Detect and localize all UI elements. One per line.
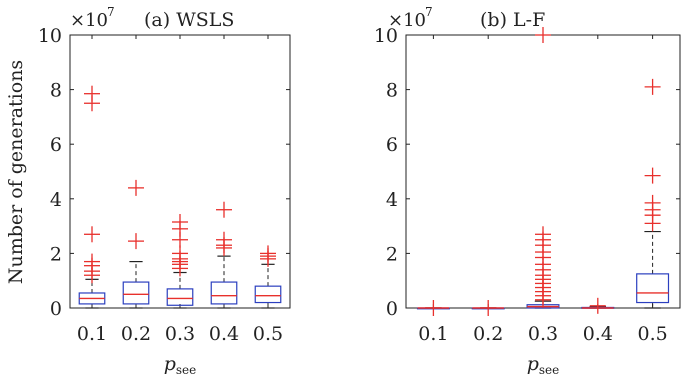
outlier-marker: [480, 300, 497, 316]
y-tick-label: 2: [50, 243, 62, 265]
outlier-marker: [644, 194, 661, 211]
y-axis-label: Number of generations: [5, 60, 27, 284]
y-tick-label: 8: [50, 80, 62, 102]
outlier-marker: [84, 226, 100, 243]
chart-title: (b) L-F: [480, 9, 545, 31]
y-tick-label: 6: [386, 134, 398, 156]
x-axis-label-main: p: [164, 353, 176, 375]
panel-lf: ×10 7 (b) L-F 0 2 4 6 8 10 0.1 0.2 0.3 0.4 0.5 pse…: [374, 5, 681, 377]
outlier-marker: [644, 167, 661, 184]
outlier-marker: [535, 226, 551, 243]
x-axis-label: psee: [164, 353, 197, 377]
outlier-marker: [425, 300, 442, 316]
outlier-marker: [172, 214, 188, 231]
outlier-marker: [216, 231, 232, 248]
box-0.4: [210, 201, 238, 309]
box-0.5: [254, 245, 282, 309]
outlier-marker: [172, 245, 188, 262]
y-tick-label: 10: [374, 25, 398, 47]
box-body: [166, 288, 194, 306]
outlier-marker: [128, 233, 144, 250]
x-axis-label-sub: see: [539, 363, 559, 377]
box-0.4: [581, 297, 615, 314]
y-tick-label: 0: [386, 298, 398, 320]
y-tick-label: 4: [50, 189, 62, 211]
plot-area: 0 2 4 6 8 10 0.1 0.2 0.3 0.4 0.5: [374, 25, 681, 345]
outlier-marker: [260, 245, 276, 262]
outlier-marker: [216, 201, 232, 218]
box-0.2: [122, 179, 150, 309]
y-multiplier-base: ×10: [70, 10, 108, 31]
x-tick-label: 0.4: [583, 323, 613, 345]
y-tick-label: 10: [38, 25, 62, 47]
box-0.1: [416, 300, 450, 316]
x-tick-label: 0.1: [418, 323, 448, 345]
y-multiplier-exponent: 7: [425, 5, 433, 19]
plot-area: 0 2 4 6 8 10 0.1 0.2 0.3 0.4 0.5: [38, 25, 291, 345]
outlier-marker: [589, 297, 606, 314]
box-0.1: [78, 85, 106, 309]
outlier-marker: [128, 179, 144, 196]
y-tick-label: 2: [386, 243, 398, 265]
y-tick-label: 4: [386, 189, 398, 211]
box-body: [636, 273, 670, 304]
chart-title: (a) WSLS: [144, 9, 234, 31]
outlier-marker: [644, 78, 661, 95]
box-0.3: [526, 27, 560, 309]
box-body: [122, 281, 150, 305]
y-tick-label: 6: [50, 134, 62, 156]
x-tick-label: 0.5: [637, 323, 667, 345]
x-axis-label-main: p: [527, 353, 539, 375]
y-tick-label: 0: [50, 298, 62, 320]
x-axis-label-sub: see: [176, 363, 196, 377]
panel-wsls: ×10 7 (a) WSLS 0 2 4 6 8 10 0.1 0.2 0.3 0.4 0.5 ps…: [38, 5, 291, 377]
y-multiplier-exponent: 7: [107, 5, 115, 19]
x-tick-label: 0.4: [209, 323, 239, 345]
outlier-marker: [84, 253, 100, 270]
x-tick-label: 0.2: [473, 323, 503, 345]
x-tick-label: 0.5: [253, 323, 283, 345]
box-body: [210, 281, 238, 305]
box-body: [254, 285, 282, 304]
box-0.3: [166, 214, 194, 309]
box-0.5: [636, 78, 670, 309]
outlier-marker: [84, 85, 100, 102]
x-tick-label: 0.2: [121, 323, 151, 345]
x-tick-label: 0.1: [77, 323, 107, 345]
x-tick-label: 0.3: [165, 323, 195, 345]
x-tick-label: 0.3: [528, 323, 558, 345]
y-tick-label: 8: [386, 80, 398, 102]
box-0.2: [471, 300, 505, 316]
outlier-marker: [535, 27, 551, 43]
y-multiplier-base: ×10: [388, 10, 426, 31]
x-axis-label: psee: [527, 353, 560, 377]
